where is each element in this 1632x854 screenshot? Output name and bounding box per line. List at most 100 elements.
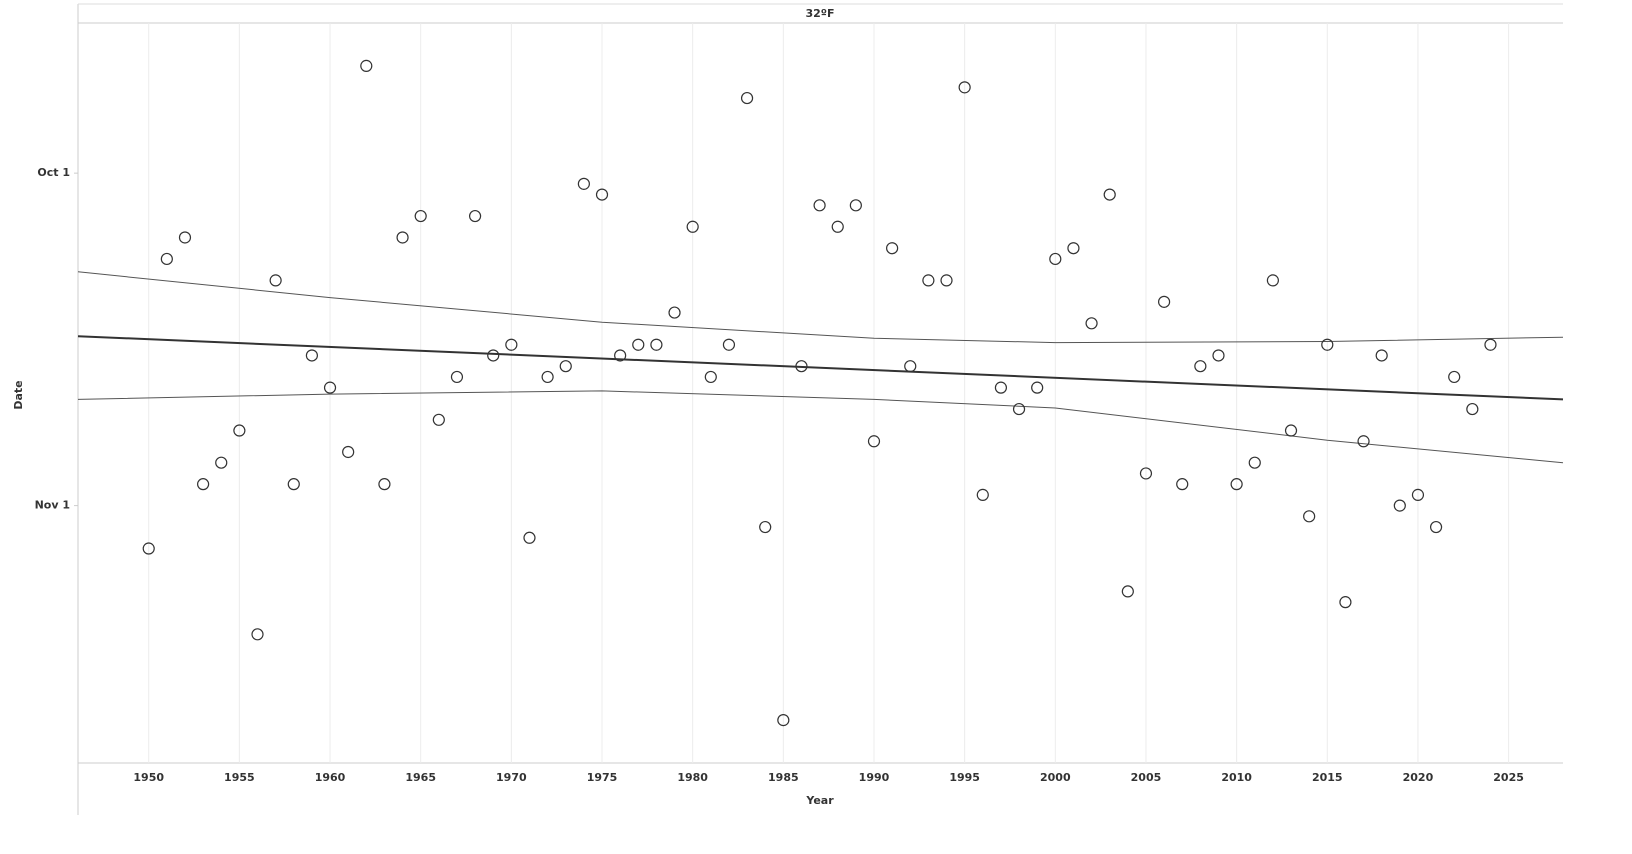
point <box>595 188 609 201</box>
point <box>323 381 337 394</box>
point <box>360 59 373 72</box>
x-tick-label: 1985 <box>768 771 799 784</box>
point <box>813 199 826 212</box>
x-tick-label: 1955 <box>224 771 255 784</box>
x-tick-label: 2015 <box>1312 771 1343 784</box>
point <box>432 413 445 426</box>
point <box>1375 349 1388 362</box>
point <box>215 456 228 469</box>
point <box>614 349 627 362</box>
point <box>269 274 282 287</box>
point <box>904 360 917 373</box>
point <box>1103 188 1116 201</box>
point <box>1121 585 1134 598</box>
point <box>305 349 319 362</box>
point <box>1466 402 1479 416</box>
x-tick-label: 1975 <box>587 771 618 784</box>
point <box>722 338 736 351</box>
point <box>1484 338 1497 351</box>
point <box>1357 435 1370 448</box>
point <box>759 520 772 534</box>
point <box>1411 488 1425 501</box>
point <box>1139 467 1153 480</box>
x-tick-label: 2005 <box>1131 771 1162 784</box>
point <box>414 209 427 223</box>
point <box>831 220 844 233</box>
point <box>1085 317 1098 330</box>
x-tick-label: 1980 <box>677 771 708 784</box>
point <box>740 91 754 105</box>
point <box>1012 402 1026 416</box>
point <box>958 81 971 94</box>
point <box>650 338 663 351</box>
confidence-lower <box>77 390 1564 464</box>
point <box>1266 274 1279 287</box>
x-tick-label: 2020 <box>1403 771 1434 784</box>
y-tick-label: Nov 1 <box>35 499 70 512</box>
point <box>541 370 554 384</box>
point <box>287 478 300 491</box>
point <box>178 231 192 244</box>
x-tick-label: 1970 <box>496 771 527 784</box>
point <box>1067 242 1080 255</box>
x-tick-label: 1990 <box>859 771 890 784</box>
x-tick-label: 1995 <box>949 771 980 784</box>
point <box>342 445 355 459</box>
point <box>922 274 935 287</box>
point <box>1284 424 1298 437</box>
point <box>1248 456 1261 469</box>
point <box>142 542 155 555</box>
point <box>1429 520 1443 534</box>
x-tick-label: 1965 <box>405 771 436 784</box>
point <box>396 231 409 244</box>
point <box>632 338 645 351</box>
x-tick-label: 2000 <box>1040 771 1071 784</box>
point <box>233 424 246 437</box>
point <box>251 628 264 641</box>
x-tick-label: 2025 <box>1493 771 1524 784</box>
point <box>1194 360 1207 373</box>
point <box>523 531 536 544</box>
point <box>1230 478 1243 491</box>
point <box>867 435 881 448</box>
point <box>849 199 862 212</box>
chart-title: 32ºF <box>805 7 834 20</box>
point <box>1176 478 1189 491</box>
point <box>976 488 989 501</box>
point <box>559 360 572 373</box>
point <box>1448 370 1461 384</box>
point <box>668 306 681 319</box>
point <box>795 360 808 373</box>
point <box>468 209 482 223</box>
point <box>577 177 590 190</box>
point <box>160 252 173 266</box>
x-tick-label: 2010 <box>1221 771 1252 784</box>
point <box>686 220 699 233</box>
point <box>886 242 899 255</box>
point <box>1212 349 1225 362</box>
point <box>777 714 790 727</box>
trend-line <box>77 335 1564 401</box>
point <box>505 338 518 351</box>
point <box>940 274 953 287</box>
y-tick-label: Oct 1 <box>37 166 70 179</box>
confidence-upper <box>77 271 1564 344</box>
y-axis-label: Date <box>12 380 25 409</box>
point <box>197 478 210 491</box>
point <box>378 478 391 491</box>
point <box>1339 596 1352 609</box>
point <box>1157 295 1171 308</box>
point <box>487 349 500 362</box>
point <box>704 370 717 384</box>
point <box>1303 510 1316 523</box>
point <box>1393 499 1406 512</box>
point <box>1031 381 1044 394</box>
point <box>1049 252 1062 266</box>
x-tick-label: 1960 <box>315 771 346 784</box>
point <box>450 370 464 384</box>
point <box>994 381 1008 394</box>
x-axis-label: Year <box>805 794 834 807</box>
point <box>1321 338 1334 351</box>
x-tick-label: 1950 <box>133 771 164 784</box>
